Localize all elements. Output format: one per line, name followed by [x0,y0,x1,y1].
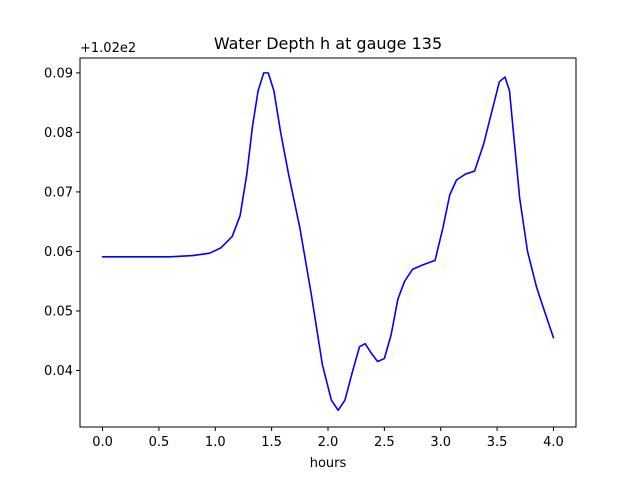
chart-title: Water Depth h at gauge 135 [214,34,442,53]
x-tick-label: 1.0 [205,435,226,450]
y-tick-label: 0.06 [44,245,73,260]
x-axis-label: hours [310,456,347,471]
y-tick-label: 0.05 [44,304,73,319]
x-tick-label: 0.0 [92,435,113,450]
y-tick-label: 0.04 [44,364,73,379]
y-offset-label: +1.02e2 [80,41,136,56]
x-tick-label: 1.5 [261,435,282,450]
x-tick-label: 2.0 [318,435,339,450]
x-tick-label: 3.5 [487,435,508,450]
y-tick-label: 0.09 [44,66,73,81]
plot-area [101,72,555,412]
x-tick-label: 0.5 [149,435,170,450]
x-tick-label: 3.0 [430,435,451,450]
y-tick-label: 0.07 [44,185,73,200]
y-axis: 0.04 0.05 0.06 0.07 0.08 0.09 [44,66,80,379]
x-axis: 0.0 0.5 1.0 1.5 2.0 2.5 3.0 3.5 4.0 [92,427,564,450]
x-tick-label: 4.0 [543,435,564,450]
x-tick-label: 2.5 [374,435,395,450]
y-tick-label: 0.08 [44,126,73,141]
series-line-0 [101,72,555,412]
